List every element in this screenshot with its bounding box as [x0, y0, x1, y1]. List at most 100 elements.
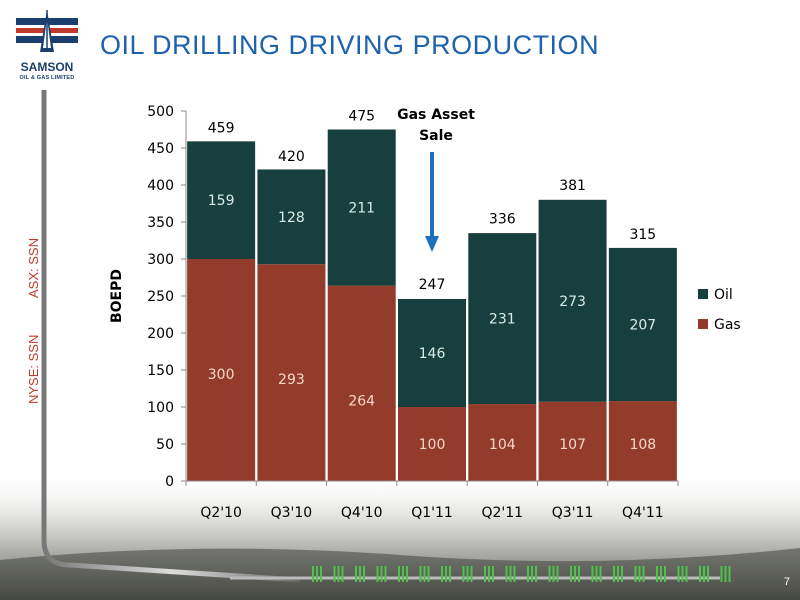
logo-subtitle: OIL & GAS LIMITED — [19, 75, 75, 81]
x-tick-label: Q2'11 — [481, 505, 523, 521]
oil-value-label: 128 — [278, 210, 305, 226]
x-axis: Q2'10 Q3'10 Q4'10 Q1'11 Q2'11 Q3'11 Q4'11 — [185, 480, 679, 521]
total-value-label: 475 — [348, 109, 375, 125]
stage-mark — [656, 566, 658, 582]
stage-mark — [703, 566, 705, 582]
oil-value-label: 159 — [208, 193, 235, 209]
bar-oil — [398, 298, 466, 407]
stage-mark — [312, 566, 314, 582]
stage-mark — [578, 566, 580, 582]
gas-value-label: 100 — [419, 437, 446, 453]
oil-value-label: 273 — [559, 294, 586, 310]
stage-mark — [664, 566, 666, 582]
y-tick-label: 400 — [147, 178, 174, 194]
gas-value-label: 104 — [489, 437, 516, 453]
stage-mark — [380, 566, 383, 582]
y-tick-label: 450 — [147, 141, 174, 157]
stage-mark — [466, 566, 469, 582]
stage-mark — [355, 566, 357, 582]
bar-oil — [187, 141, 256, 259]
stage-mark — [556, 566, 559, 582]
legend-label-gas: Gas — [714, 317, 741, 333]
x-tick-label: Q4'11 — [622, 505, 664, 521]
x-tick-label: Q1'11 — [411, 505, 453, 521]
stage-mark — [363, 566, 365, 582]
stage-mark — [484, 566, 486, 582]
stage-mark — [320, 566, 322, 582]
gas-value-label: 264 — [348, 394, 375, 410]
annotation-arrow-head — [425, 236, 439, 252]
y-tick-label: 100 — [147, 400, 174, 416]
stage-mark — [724, 566, 727, 582]
stage-mark — [638, 566, 641, 582]
stage-mark — [531, 566, 533, 582]
gas-value-label: 107 — [559, 437, 586, 453]
stage-mark — [419, 566, 422, 582]
stage-mark — [574, 566, 576, 582]
stage-mark — [570, 566, 572, 582]
gas-value-label: 108 — [629, 437, 656, 453]
stage-mark — [341, 566, 344, 582]
legend: Oil Gas — [698, 287, 741, 333]
bar-gas — [608, 401, 677, 481]
logo-name: SAMSON — [20, 60, 74, 74]
stage-mark — [333, 566, 336, 582]
x-tick-label: Q4'10 — [341, 505, 383, 521]
annotation-text: Gas Asset — [397, 107, 475, 123]
stage-mark — [445, 566, 447, 582]
bar-gas — [187, 259, 256, 481]
x-tick-label: Q3'11 — [552, 505, 594, 521]
gas-value-label: 300 — [208, 367, 235, 383]
stage-mark — [488, 566, 490, 582]
y-tick-label: 150 — [147, 363, 174, 379]
bar-gas — [257, 264, 326, 481]
stage-mark — [535, 566, 537, 582]
stage-mark — [470, 566, 473, 582]
bar-oil — [608, 247, 677, 402]
stage-mark — [398, 566, 400, 582]
oil-value-label: 231 — [489, 312, 516, 328]
stage-mark — [384, 566, 387, 582]
y-tick-label: 200 — [147, 326, 174, 342]
y-tick-label: 350 — [147, 215, 174, 231]
total-value-label: 420 — [278, 149, 305, 165]
stage-mark — [492, 566, 494, 582]
oil-value-label: 146 — [419, 346, 446, 362]
slide-title: OIL DRILLING DRIVING PRODUCTION — [100, 30, 600, 60]
bar-oil — [468, 233, 537, 405]
legend-swatch-oil — [698, 289, 708, 299]
stage-mark — [681, 566, 684, 582]
stage-mark — [595, 566, 598, 582]
stage-mark — [376, 566, 379, 582]
y-axis-title: BOEPD — [109, 269, 125, 323]
x-tick-label: Q2'10 — [200, 505, 242, 521]
stage-mark — [548, 566, 551, 582]
annotation-text: Sale — [419, 128, 453, 144]
y-tick-label: 0 — [165, 474, 174, 490]
stage-mark — [599, 566, 602, 582]
stage-mark — [591, 566, 594, 582]
bar-gas — [327, 285, 396, 481]
derrick-logo-icon — [16, 10, 78, 52]
stage-mark — [423, 566, 426, 582]
stage-mark — [402, 566, 404, 582]
stage-mark — [316, 566, 318, 582]
stage-mark — [337, 566, 340, 582]
stage-mark — [707, 566, 709, 582]
y-axis: 0 50 100 150 200 250 300 350 400 450 500 BOEPD — [109, 104, 187, 490]
stage-mark — [728, 566, 731, 582]
stage-mark — [509, 566, 512, 582]
stage-mark — [642, 566, 645, 582]
oil-value-label: 207 — [629, 317, 656, 333]
y-tick-label: 50 — [156, 437, 174, 453]
bar-oil — [327, 129, 396, 286]
bar-gas — [468, 404, 537, 481]
stage-mark — [441, 566, 443, 582]
stage-mark — [505, 566, 508, 582]
stage-mark — [617, 566, 619, 582]
stage-mark — [685, 566, 688, 582]
bar-gas — [538, 401, 607, 481]
total-value-label: 459 — [208, 120, 235, 136]
total-value-label: 247 — [419, 277, 446, 293]
stage-mark — [359, 566, 361, 582]
